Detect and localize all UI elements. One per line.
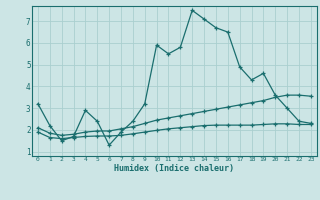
X-axis label: Humidex (Indice chaleur): Humidex (Indice chaleur) <box>115 164 234 173</box>
